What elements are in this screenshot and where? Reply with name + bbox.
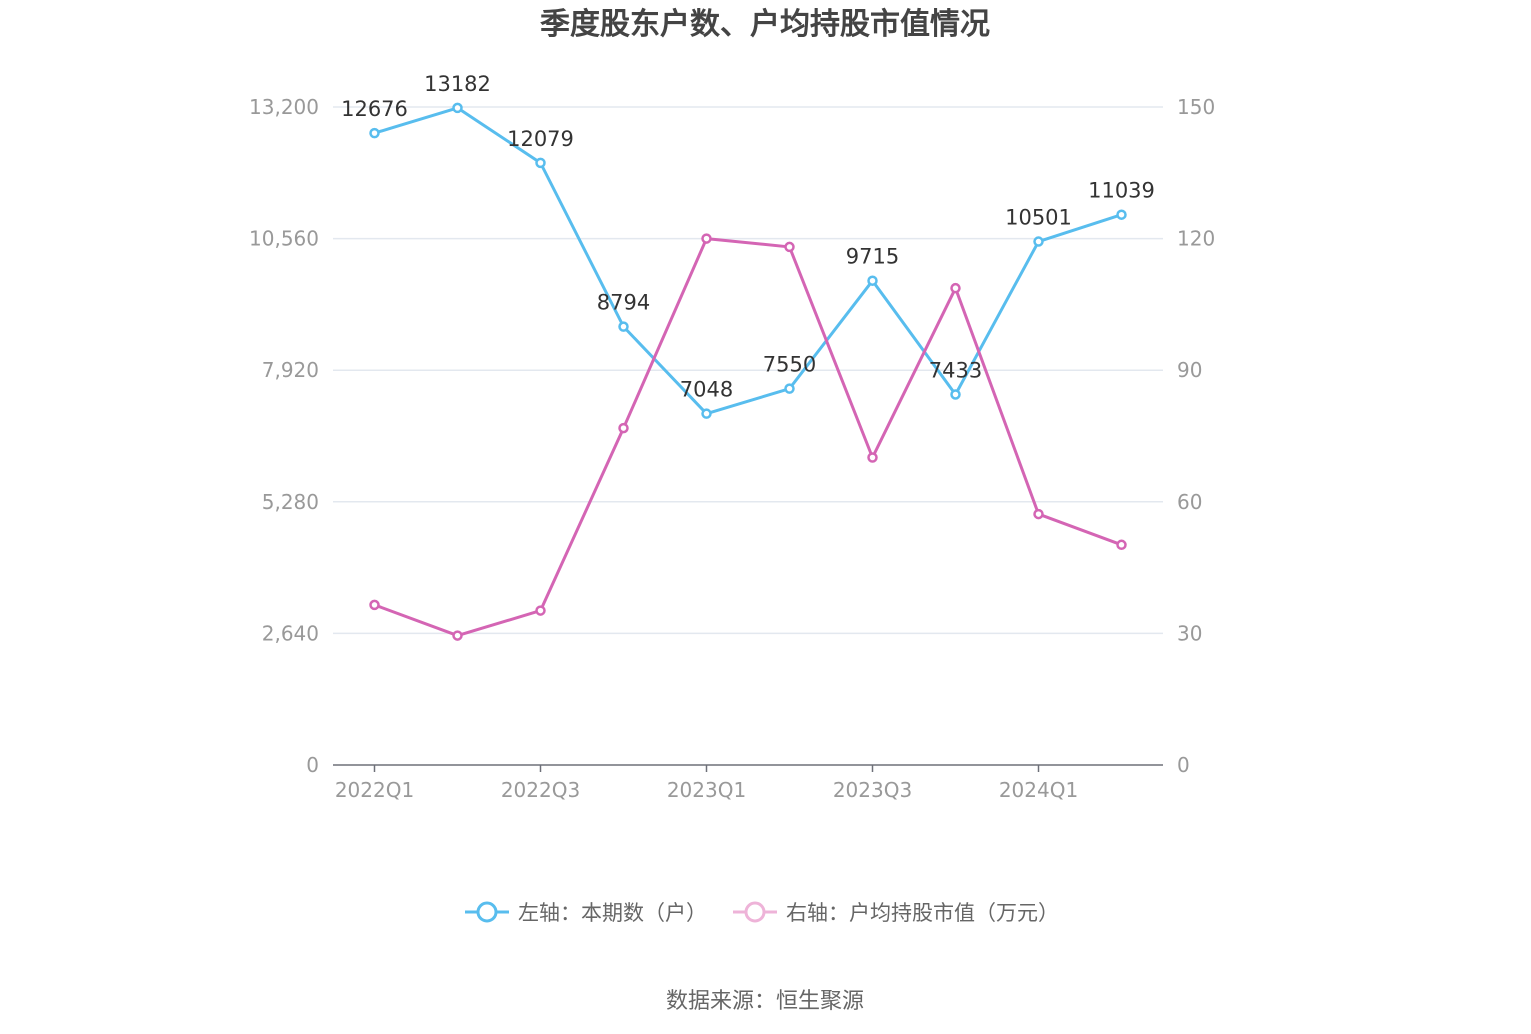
y-left-tick-label: 13,200: [249, 95, 319, 119]
data-point-s1-8: [1033, 508, 1044, 520]
data-point-s1-6: [867, 452, 878, 463]
y-right-tick-label: 0: [1177, 753, 1190, 777]
x-tick-label: 2022Q3: [501, 778, 580, 802]
data-point-s0-9: [1116, 209, 1127, 220]
data-point-s1-7: [950, 282, 961, 294]
data-label: 12079: [507, 127, 574, 151]
data-point-s0-2: [535, 157, 546, 169]
data-point-s0-8: [1033, 236, 1044, 247]
legend-label: 左轴：本期数（户）: [518, 901, 707, 925]
y-left-tick-label: 2,640: [262, 621, 319, 645]
data-label: 9715: [846, 245, 899, 269]
x-tick-label: 2023Q1: [667, 778, 746, 802]
x-tick-label: 2022Q1: [335, 778, 414, 802]
data-point-s0-1: [452, 102, 463, 114]
y-left-tick-label: 5,280: [262, 490, 319, 514]
series-layer: [369, 102, 1127, 641]
y-right-tick-label: 60: [1177, 490, 1202, 514]
y-right-tick-label: 30: [1177, 621, 1202, 645]
data-label: 7048: [680, 378, 733, 402]
data-point-s0-6: [867, 275, 878, 286]
y-left-tick-label: 10,560: [249, 227, 319, 251]
data-label: 13182: [424, 72, 491, 96]
data-point-s1-0: [369, 599, 380, 611]
data-point-s1-5: [784, 241, 795, 253]
legend-marker: [476, 901, 498, 923]
chart-title: 季度股东户数、户均持股市值情况: [540, 7, 990, 42]
gridlines: [333, 106, 1163, 635]
legend-label: 右轴：户均持股市值（万元）: [786, 901, 1059, 925]
legend[interactable]: 左轴：本期数（户） 右轴：户均持股市值（万元）: [465, 901, 1059, 925]
data-point-s1-1: [452, 630, 463, 641]
x-tick-label: 2023Q3: [833, 778, 912, 802]
y-right-tick-label: 90: [1177, 358, 1202, 382]
data-point-s0-5: [784, 383, 795, 394]
axes: 0 2,640 5,280 7,920 10,560 13,200 0 30 60 90 120 15…: [249, 95, 1215, 802]
data-labels: 12676 13182 12079 8794 7048 7550 9715 7433 10501…: [341, 72, 1155, 402]
data-label: 7550: [763, 353, 816, 377]
data-label: 7433: [929, 358, 982, 382]
data-point-s1-3: [618, 422, 629, 434]
data-label: 8794: [597, 291, 650, 315]
data-label: 12676: [341, 97, 408, 121]
source-note: 数据来源：恒生聚源: [666, 989, 864, 1014]
data-point-s0-0: [369, 127, 380, 139]
y-right-tick-label: 120: [1177, 227, 1215, 251]
y-right-tick-label: 150: [1177, 95, 1215, 119]
y-left-tick-label: 7,920: [262, 358, 319, 382]
data-point-s1-2: [535, 605, 546, 616]
data-point-s1-4: [701, 233, 712, 244]
data-point-s1-9: [1116, 539, 1127, 551]
data-point-s0-3: [618, 321, 629, 332]
legend-marker: [744, 901, 766, 923]
data-point-s0-7: [950, 389, 961, 400]
y-left-tick-label: 0: [306, 753, 319, 777]
data-label: 10501: [1005, 206, 1072, 230]
data-label: 11039: [1088, 179, 1155, 203]
series-line-0: [374, 106, 1122, 416]
data-point-s0-4: [701, 408, 712, 419]
series-line-1: [373, 237, 1123, 638]
x-tick-label: 2024Q1: [999, 778, 1078, 802]
